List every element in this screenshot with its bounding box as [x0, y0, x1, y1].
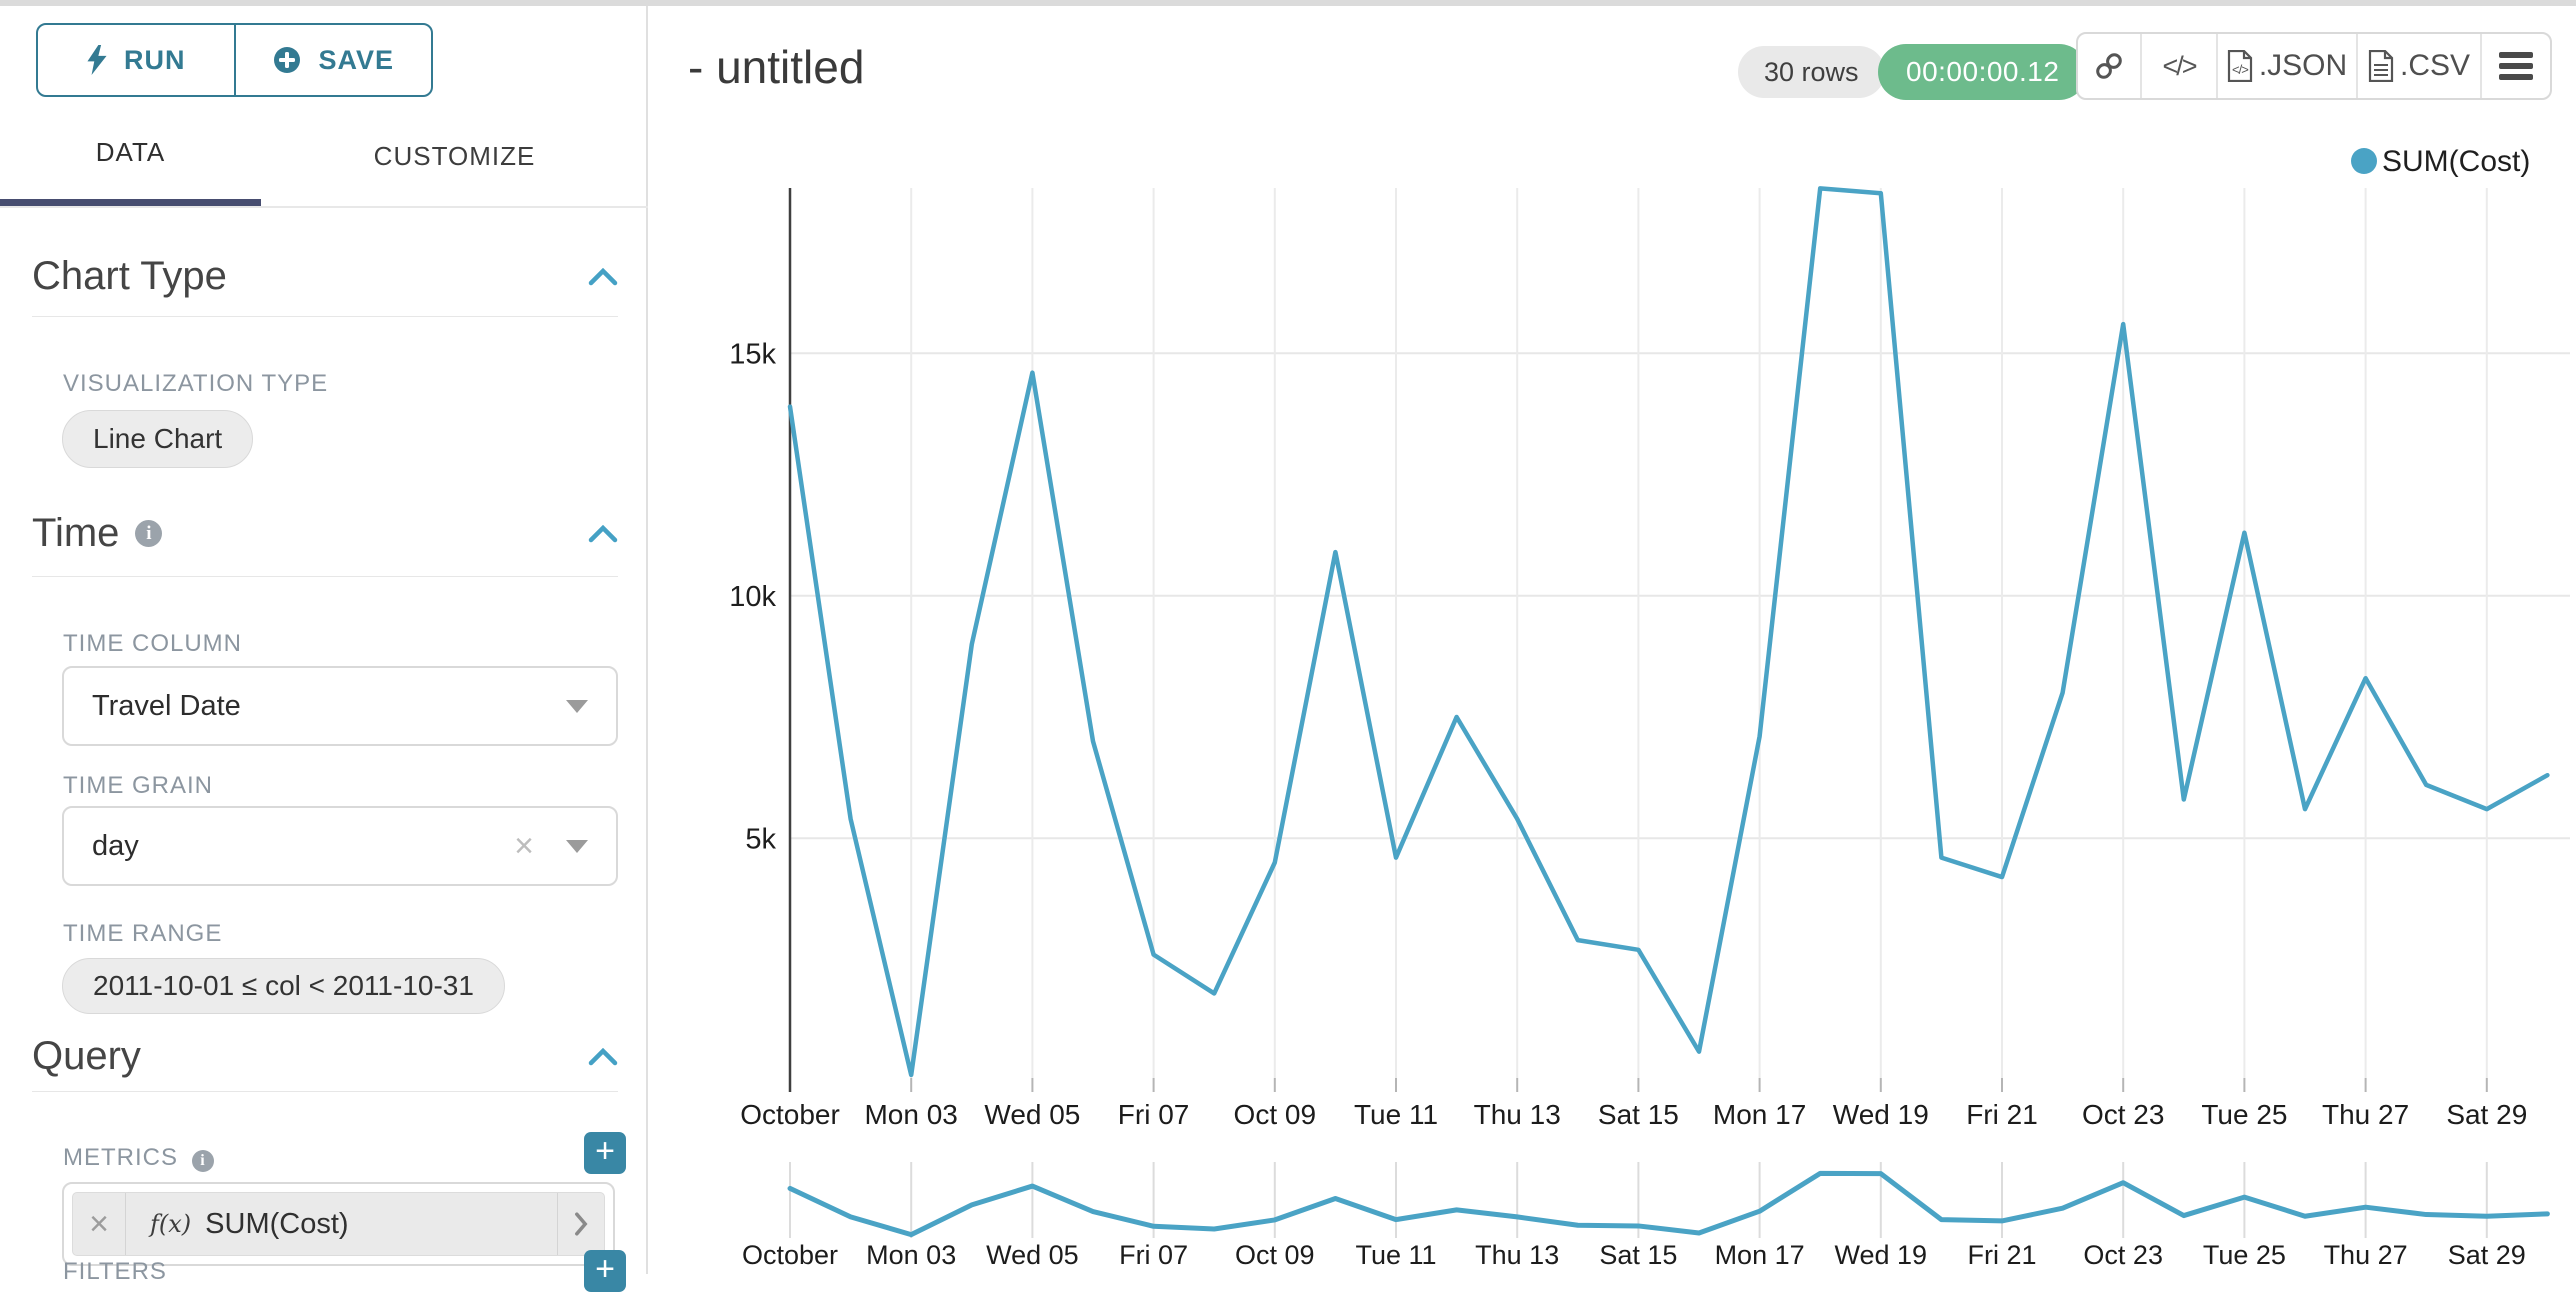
- remove-metric-icon[interactable]: ×: [89, 1204, 109, 1243]
- section-chart-type-title: Chart Type: [32, 254, 227, 298]
- export-json-button[interactable]: </> .JSON: [2216, 34, 2356, 98]
- section-query-header[interactable]: Query: [32, 1034, 618, 1079]
- clear-icon[interactable]: ×: [514, 826, 534, 865]
- query-timer-badge: 00:00:00.12: [1878, 44, 2088, 100]
- export-csv-label: .CSV: [2399, 49, 2471, 82]
- time-column-label: TIME COLUMN: [63, 630, 242, 657]
- time-range-label: TIME RANGE: [63, 920, 223, 947]
- metric-pill-sum-cost[interactable]: × f(x) SUM(Cost): [72, 1192, 605, 1256]
- chart-title[interactable]: - untitled: [688, 41, 865, 93]
- line-chart[interactable]: [650, 120, 2576, 1274]
- chevron-down-icon: [566, 839, 588, 853]
- divider: [557, 1193, 558, 1255]
- tab-customize[interactable]: CUSTOMIZE: [373, 140, 536, 171]
- time-column-value: Travel Date: [92, 689, 241, 722]
- svg-text:</>: </>: [2232, 62, 2248, 77]
- expand-metric-icon[interactable]: [558, 1211, 604, 1237]
- section-divider: [32, 576, 618, 577]
- viz-type-pill[interactable]: Line Chart: [62, 410, 254, 468]
- time-grain-value: day: [92, 829, 139, 862]
- lightning-bolt-icon: [87, 45, 107, 75]
- view-query-button[interactable]: </>: [2140, 34, 2216, 98]
- run-save-button-group: RUN SAVE: [36, 23, 433, 97]
- export-csv-button[interactable]: .CSV: [2356, 34, 2480, 98]
- save-button[interactable]: SAVE: [233, 25, 432, 95]
- filters-label: FILTERS: [63, 1258, 167, 1285]
- tab-data[interactable]: DATA: [0, 106, 261, 206]
- export-toolbar: </> </> .JSON .CSV: [2076, 32, 2552, 100]
- section-time-title: Time: [32, 511, 120, 555]
- viz-type-label: VISUALIZATION TYPE: [63, 370, 329, 397]
- hamburger-menu-icon: [2499, 52, 2533, 80]
- share-link-button[interactable]: [2078, 34, 2140, 98]
- panel-tabs: DATA CUSTOMIZE: [0, 106, 648, 208]
- chevron-up-icon[interactable]: [588, 524, 618, 543]
- metrics-label: METRICS i: [63, 1144, 214, 1172]
- csv-file-icon: [2368, 50, 2394, 82]
- divider: [125, 1193, 126, 1255]
- metrics-control: × f(x) SUM(Cost): [62, 1182, 615, 1266]
- time-column-select[interactable]: Travel Date: [62, 666, 618, 746]
- run-button-label: RUN: [124, 44, 186, 75]
- info-icon: i: [192, 1150, 214, 1172]
- metrics-label-text: METRICS: [63, 1144, 178, 1171]
- chart-menu-button[interactable]: [2480, 34, 2550, 98]
- chevron-up-icon[interactable]: [588, 1047, 618, 1066]
- time-range-pill[interactable]: 2011-10-01 ≤ col < 2011-10-31: [62, 958, 505, 1014]
- chevron-down-icon: [566, 699, 588, 713]
- section-chart-type-header[interactable]: Chart Type: [32, 254, 618, 299]
- run-button[interactable]: RUN: [38, 25, 234, 95]
- info-icon: i: [135, 520, 163, 547]
- chevron-up-icon[interactable]: [588, 267, 618, 286]
- explore-control-panel: RUN SAVE DATA CUSTOMIZE Chart Type VISUA…: [0, 6, 648, 1292]
- json-file-icon: </>: [2227, 50, 2252, 82]
- section-time-header[interactable]: Time i: [32, 511, 618, 556]
- function-icon: f(x): [150, 1210, 192, 1238]
- section-query-title: Query: [32, 1034, 141, 1078]
- save-button-label: SAVE: [318, 44, 395, 75]
- add-metric-button[interactable]: +: [584, 1132, 626, 1174]
- link-icon: [2096, 53, 2122, 79]
- window-top-edge: [0, 0, 2576, 6]
- plus-circle-icon: [274, 47, 301, 73]
- metric-value: SUM(Cost): [205, 1207, 349, 1240]
- export-json-label: .JSON: [2258, 49, 2348, 82]
- time-grain-label: TIME GRAIN: [63, 772, 214, 799]
- add-filter-button[interactable]: +: [584, 1250, 626, 1292]
- time-grain-select[interactable]: day ×: [62, 806, 618, 886]
- section-divider: [32, 1091, 618, 1092]
- row-count-badge: 30 rows: [1738, 46, 1885, 98]
- section-divider: [32, 316, 618, 317]
- code-icon: </>: [2162, 50, 2197, 81]
